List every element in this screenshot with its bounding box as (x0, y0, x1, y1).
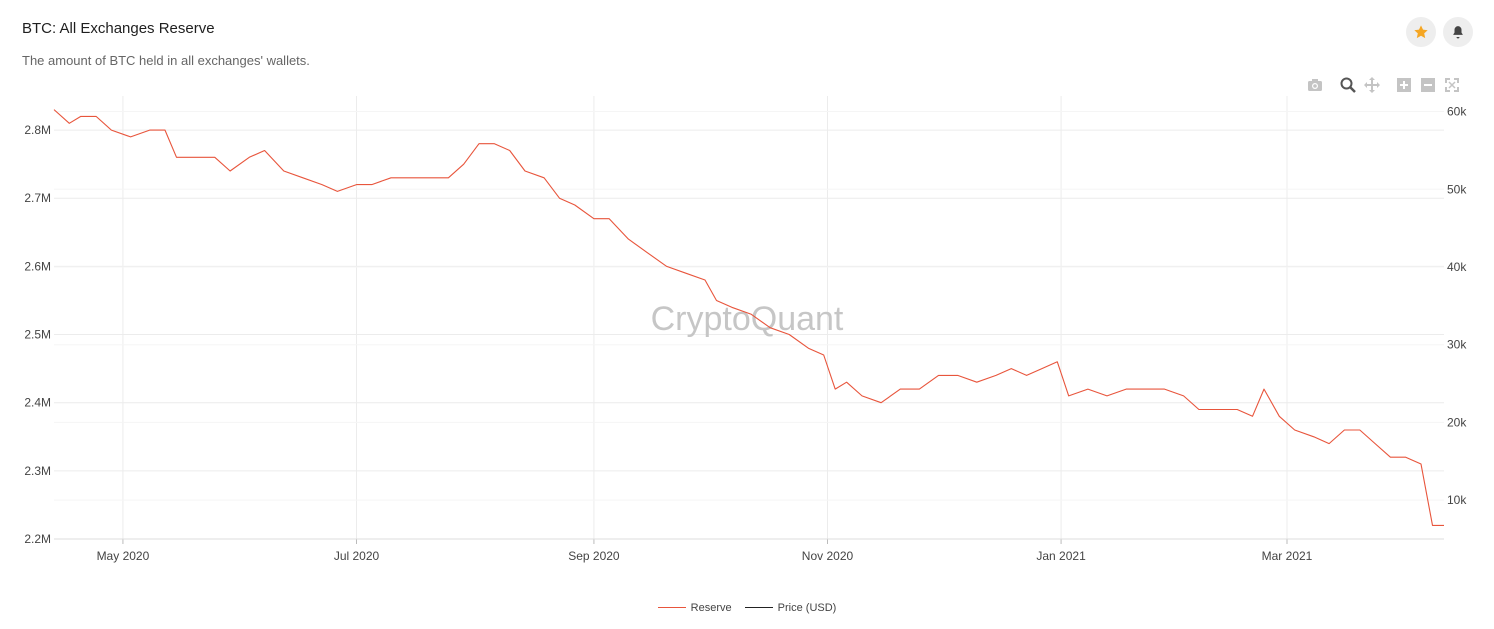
legend-swatch-reserve (657, 607, 686, 608)
legend-label-reserve: Reserve (690, 601, 732, 614)
x-tick-label: May 2020 (97, 549, 150, 563)
x-tick-label: Mar 2021 (1262, 549, 1313, 563)
y-left-tick-label: 2.4M (24, 396, 51, 410)
y-right-tick-label: 50k (1447, 182, 1467, 196)
y-left-tick-label: 2.2M (24, 532, 51, 546)
y-left-tick-label: 2.3M (24, 464, 51, 478)
axes: May 2020 Jul 2020 Sep 2020 Nov 2020 Jan 2021… (24, 105, 1467, 563)
y-left-tick-label: 2.8M (24, 123, 51, 137)
legend-swatch-price (744, 607, 773, 608)
y-right-tick-label: 30k (1447, 338, 1467, 352)
autoscale-icon[interactable] (1443, 76, 1461, 94)
chart-legend: Reserve Price (USD) (0, 599, 1494, 614)
legend-label-price: Price (USD) (777, 601, 837, 614)
chart-subtitle: The amount of BTC held in all exchanges'… (22, 53, 310, 68)
zoom-in-icon[interactable] (1395, 76, 1413, 94)
legend-item-reserve[interactable]: Reserve (657, 601, 732, 614)
y-right-tick-label: 60k (1447, 105, 1467, 119)
zoom-icon[interactable] (1339, 76, 1357, 94)
y-left-tick-label: 2.5M (24, 328, 51, 342)
x-tick-label: Nov 2020 (802, 549, 854, 563)
x-tick-label: Jul 2020 (334, 549, 380, 563)
y-left-tick-label: 2.7M (24, 191, 51, 205)
y-right-tick-label: 20k (1447, 415, 1467, 429)
reserve-series-line (53, 109, 1444, 526)
bell-icon (1453, 26, 1463, 39)
x-tick-label: Jan 2021 (1036, 549, 1086, 563)
watermark: CryptoQuant (651, 300, 844, 338)
notify-button[interactable] (1443, 17, 1473, 47)
x-tick-label: Sep 2020 (568, 549, 620, 563)
y-right-tick-label: 10k (1447, 493, 1467, 507)
favorite-button[interactable] (1406, 17, 1436, 47)
legend-item-price[interactable]: Price (USD) (744, 601, 837, 614)
chart-title: BTC: All Exchanges Reserve (22, 20, 215, 37)
zoom-out-icon[interactable] (1419, 76, 1437, 94)
camera-icon[interactable] (1306, 76, 1324, 94)
series-layer (53, 109, 1444, 526)
star-icon (1414, 25, 1428, 39)
y-left-tick-label: 2.6M (24, 259, 51, 273)
y-right-tick-label: 40k (1447, 260, 1467, 274)
pan-icon[interactable] (1363, 76, 1381, 94)
